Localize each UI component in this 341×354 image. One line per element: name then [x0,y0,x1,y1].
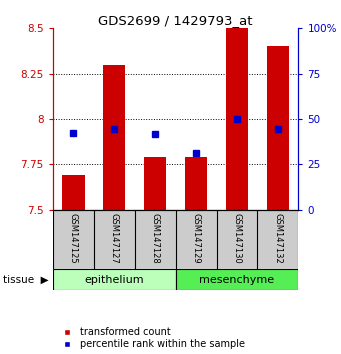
Bar [267,46,289,210]
Text: mesenchyme: mesenchyme [199,275,275,285]
Bar [62,175,85,210]
Bar [144,157,166,210]
Bar [185,157,207,210]
Bar [53,269,176,290]
Text: epithelium: epithelium [85,275,144,285]
Text: GSM147127: GSM147127 [110,212,119,263]
Text: GSM147125: GSM147125 [69,212,78,263]
Bar [226,28,248,210]
Legend: transformed count, percentile rank within the sample: transformed count, percentile rank withi… [58,327,245,349]
Text: GSM147129: GSM147129 [192,212,201,263]
Title: GDS2699 / 1429793_at: GDS2699 / 1429793_at [98,14,253,27]
Text: tissue  ▶: tissue ▶ [3,275,49,285]
Bar [103,64,125,210]
Text: GSM147130: GSM147130 [233,212,241,263]
Text: GSM147132: GSM147132 [273,212,282,263]
Text: GSM147128: GSM147128 [151,212,160,263]
Bar [176,269,298,290]
